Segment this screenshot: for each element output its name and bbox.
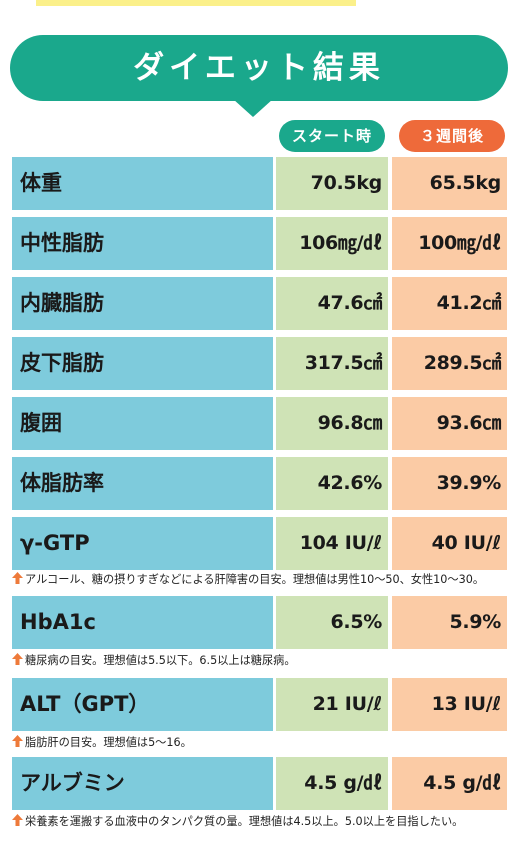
table-row-body-fat-rate: 体脂肪率 42.6% 39.9% xyxy=(12,457,507,510)
row-label: 中性脂肪 xyxy=(12,217,273,270)
row-label: 皮下脂肪 xyxy=(12,337,273,390)
table-row-waist: 腹囲 96.8㎝ 93.6㎝ xyxy=(12,397,507,450)
after-value: 4.5 g/㎗ xyxy=(392,757,507,810)
row-label: ALT（GPT） xyxy=(12,678,273,731)
note-text: アルコール、糖の摂りすぎなどによる肝障害の目安。理想値は男性10〜50、女性10… xyxy=(25,573,485,586)
up-arrow-icon xyxy=(12,814,23,826)
table-row-triglyceride: 中性脂肪 106㎎/㎗ 100㎎/㎗ xyxy=(12,217,507,270)
column-header-after: ３週間後 xyxy=(399,120,505,152)
up-arrow-icon xyxy=(12,735,23,747)
start-value: 106㎎/㎗ xyxy=(276,217,388,270)
start-value: 4.5 g/㎗ xyxy=(276,757,388,810)
row-label: 内臓脂肪 xyxy=(12,277,273,330)
up-arrow-icon xyxy=(12,653,23,665)
start-value: 21 IU/ℓ xyxy=(276,678,388,731)
top-decoration-strip xyxy=(36,0,356,6)
after-value: 289.5㎠ xyxy=(392,337,507,390)
start-value: 96.8㎝ xyxy=(276,397,388,450)
title-banner: ダイエット結果 xyxy=(10,35,508,101)
row-label: 体重 xyxy=(12,157,273,210)
start-value: 6.5% xyxy=(276,596,388,649)
row-label: 体脂肪率 xyxy=(12,457,273,510)
after-value: 93.6㎝ xyxy=(392,397,507,450)
row-label: アルブミン xyxy=(12,757,273,810)
note-gamma-gtp: アルコール、糖の摂りすぎなどによる肝障害の目安。理想値は男性10〜50、女性10… xyxy=(12,572,517,588)
table-row-alt-gpt: ALT（GPT） 21 IU/ℓ 13 IU/ℓ xyxy=(12,678,507,731)
start-value: 104 IU/ℓ xyxy=(276,517,388,570)
banner-pointer xyxy=(233,99,273,117)
table-row-gamma-gtp: γ-GTP 104 IU/ℓ 40 IU/ℓ xyxy=(12,517,507,570)
after-value: 5.9% xyxy=(392,596,507,649)
after-value: 65.5kg xyxy=(392,157,507,210)
table-row-albumin: アルブミン 4.5 g/㎗ 4.5 g/㎗ xyxy=(12,757,507,810)
up-arrow-icon xyxy=(12,572,23,584)
after-value: 100㎎/㎗ xyxy=(392,217,507,270)
after-value: 13 IU/ℓ xyxy=(392,678,507,731)
start-value: 70.5kg xyxy=(276,157,388,210)
after-value: 40 IU/ℓ xyxy=(392,517,507,570)
after-value: 41.2㎠ xyxy=(392,277,507,330)
row-label: HbA1c xyxy=(12,596,273,649)
note-alt-gpt: 脂肪肝の目安。理想値は5〜16。 xyxy=(12,735,517,751)
page-title: ダイエット結果 xyxy=(133,50,385,86)
note-text: 脂肪肝の目安。理想値は5〜16。 xyxy=(25,736,192,749)
table-row-subcutaneous-fat: 皮下脂肪 317.5㎠ 289.5㎠ xyxy=(12,337,507,390)
start-value: 47.6㎠ xyxy=(276,277,388,330)
note-text: 栄養素を運搬する血液中のタンパク質の量。理想値は4.5以上。5.0以上を目指した… xyxy=(25,815,464,828)
column-header-start: スタート時 xyxy=(279,120,385,152)
note-albumin: 栄養素を運搬する血液中のタンパク質の量。理想値は4.5以上。5.0以上を目指した… xyxy=(12,814,517,830)
note-hba1c: 糖尿病の目安。理想値は5.5以下。6.5以上は糖尿病。 xyxy=(12,653,517,669)
row-label: γ-GTP xyxy=(12,517,273,570)
table-row-hba1c: HbA1c 6.5% 5.9% xyxy=(12,596,507,649)
table-row-visceral-fat: 内臓脂肪 47.6㎠ 41.2㎠ xyxy=(12,277,507,330)
start-value: 317.5㎠ xyxy=(276,337,388,390)
after-value: 39.9% xyxy=(392,457,507,510)
table-row-weight: 体重 70.5kg 65.5kg xyxy=(12,157,507,210)
note-text: 糖尿病の目安。理想値は5.5以下。6.5以上は糖尿病。 xyxy=(25,654,296,667)
row-label: 腹囲 xyxy=(12,397,273,450)
start-value: 42.6% xyxy=(276,457,388,510)
